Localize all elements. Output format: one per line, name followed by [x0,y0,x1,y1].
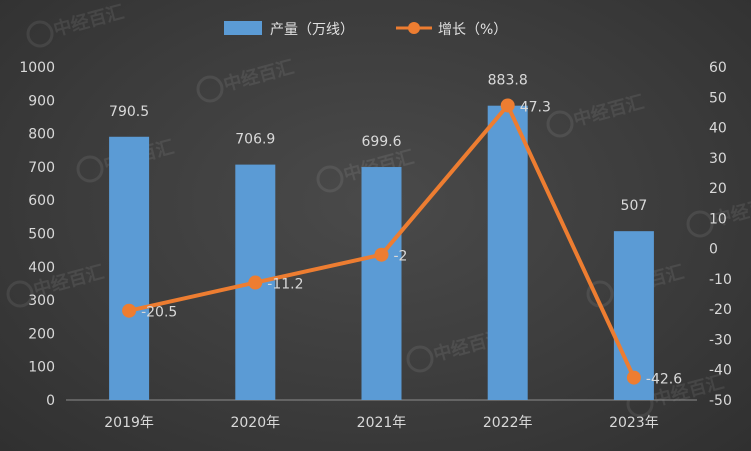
x-category-label: 2020年 [230,415,280,431]
bar [361,167,402,400]
left-tick-label: 500 [28,227,55,243]
bar-value-label: 507 [621,198,648,214]
left-axis: 0 100 200 300 400 500 600 700 800 900 1000 [19,60,55,409]
line-point [248,275,263,290]
watermark-logo-icon [686,210,714,238]
bar-value-label: 790.5 [109,104,149,120]
right-tick-label: 50 [709,90,727,106]
watermark-logo-icon [26,20,54,48]
right-tick-label: 0 [709,242,718,258]
left-tick-label: 900 [28,93,55,109]
right-tick-label: -50 [709,393,732,409]
bar-value-label: 883.8 [488,73,528,89]
left-tick-label: 300 [28,293,55,309]
left-tick-label: 100 [28,360,55,376]
right-tick-label: -10 [709,272,732,288]
legend-bar-swatch [224,21,262,35]
line-value-label: -20.5 [141,305,177,321]
line-value-label: 47.3 [520,99,551,115]
right-axis: -50 -40 -30 -20 -10 0 10 20 30 40 50 60 [709,60,732,409]
right-tick-label: 20 [709,181,727,197]
right-tick-label: -40 [709,363,732,379]
left-tick-label: 400 [28,260,55,276]
bar [487,105,528,400]
left-tick-label: 0 [46,393,55,409]
left-tick-label: 1000 [19,60,55,76]
x-category-label: 2019年 [104,415,154,431]
right-tick-label: 60 [709,60,727,76]
watermark-logo-icon [76,155,104,183]
line-point [374,247,389,262]
left-tick-label: 600 [28,193,55,209]
left-tick-label: 200 [28,326,55,342]
x-category-label: 2022年 [483,415,533,431]
left-tick-label: 700 [28,160,55,176]
right-tick-label: 40 [709,121,727,137]
left-tick-label: 800 [28,127,55,143]
line-value-label: -11.2 [267,277,303,293]
x-category-label: 2023年 [609,415,659,431]
line-series [122,98,641,385]
bar-series [109,105,654,401]
watermark-logo-icon [406,345,434,373]
x-category-label: 2021年 [357,415,407,431]
bar-value-label: 706.9 [235,132,275,148]
bar [109,136,150,401]
legend-line-marker [408,22,420,34]
watermark-text: 中经百汇 [221,56,296,96]
right-tick-label: 30 [709,151,727,167]
legend-line-label: 增长（%） [438,22,507,38]
line-value-label: -42.6 [646,372,682,388]
legend: 产量（万线） 增长（%） [224,21,507,38]
watermark-logo-icon [6,280,34,308]
line-value-label: -2 [394,249,408,265]
legend-bar-label: 产量（万线） [270,22,354,38]
right-tick-label: -30 [709,332,732,348]
bar-value-label: 699.6 [361,134,401,150]
watermark-logo-icon [316,165,344,193]
line-point [626,370,641,385]
watermark-text: 中经百汇 [51,1,126,41]
watermark-logo-icon [546,110,574,138]
bar-data-labels: 790.5 706.9 699.6 883.8 507 [109,73,647,214]
line-point [500,98,515,113]
x-axis-categories: 2019年 2020年 2021年 2022年 2023年 [104,415,658,431]
line-point [122,303,137,318]
right-tick-label: 10 [709,211,727,227]
watermark-logo-icon [196,75,224,103]
right-tick-label: -20 [709,302,732,318]
watermark-text: 中经百汇 [571,91,646,131]
line-data-labels: -20.5 -11.2 -2 47.3 -42.6 [141,99,682,387]
